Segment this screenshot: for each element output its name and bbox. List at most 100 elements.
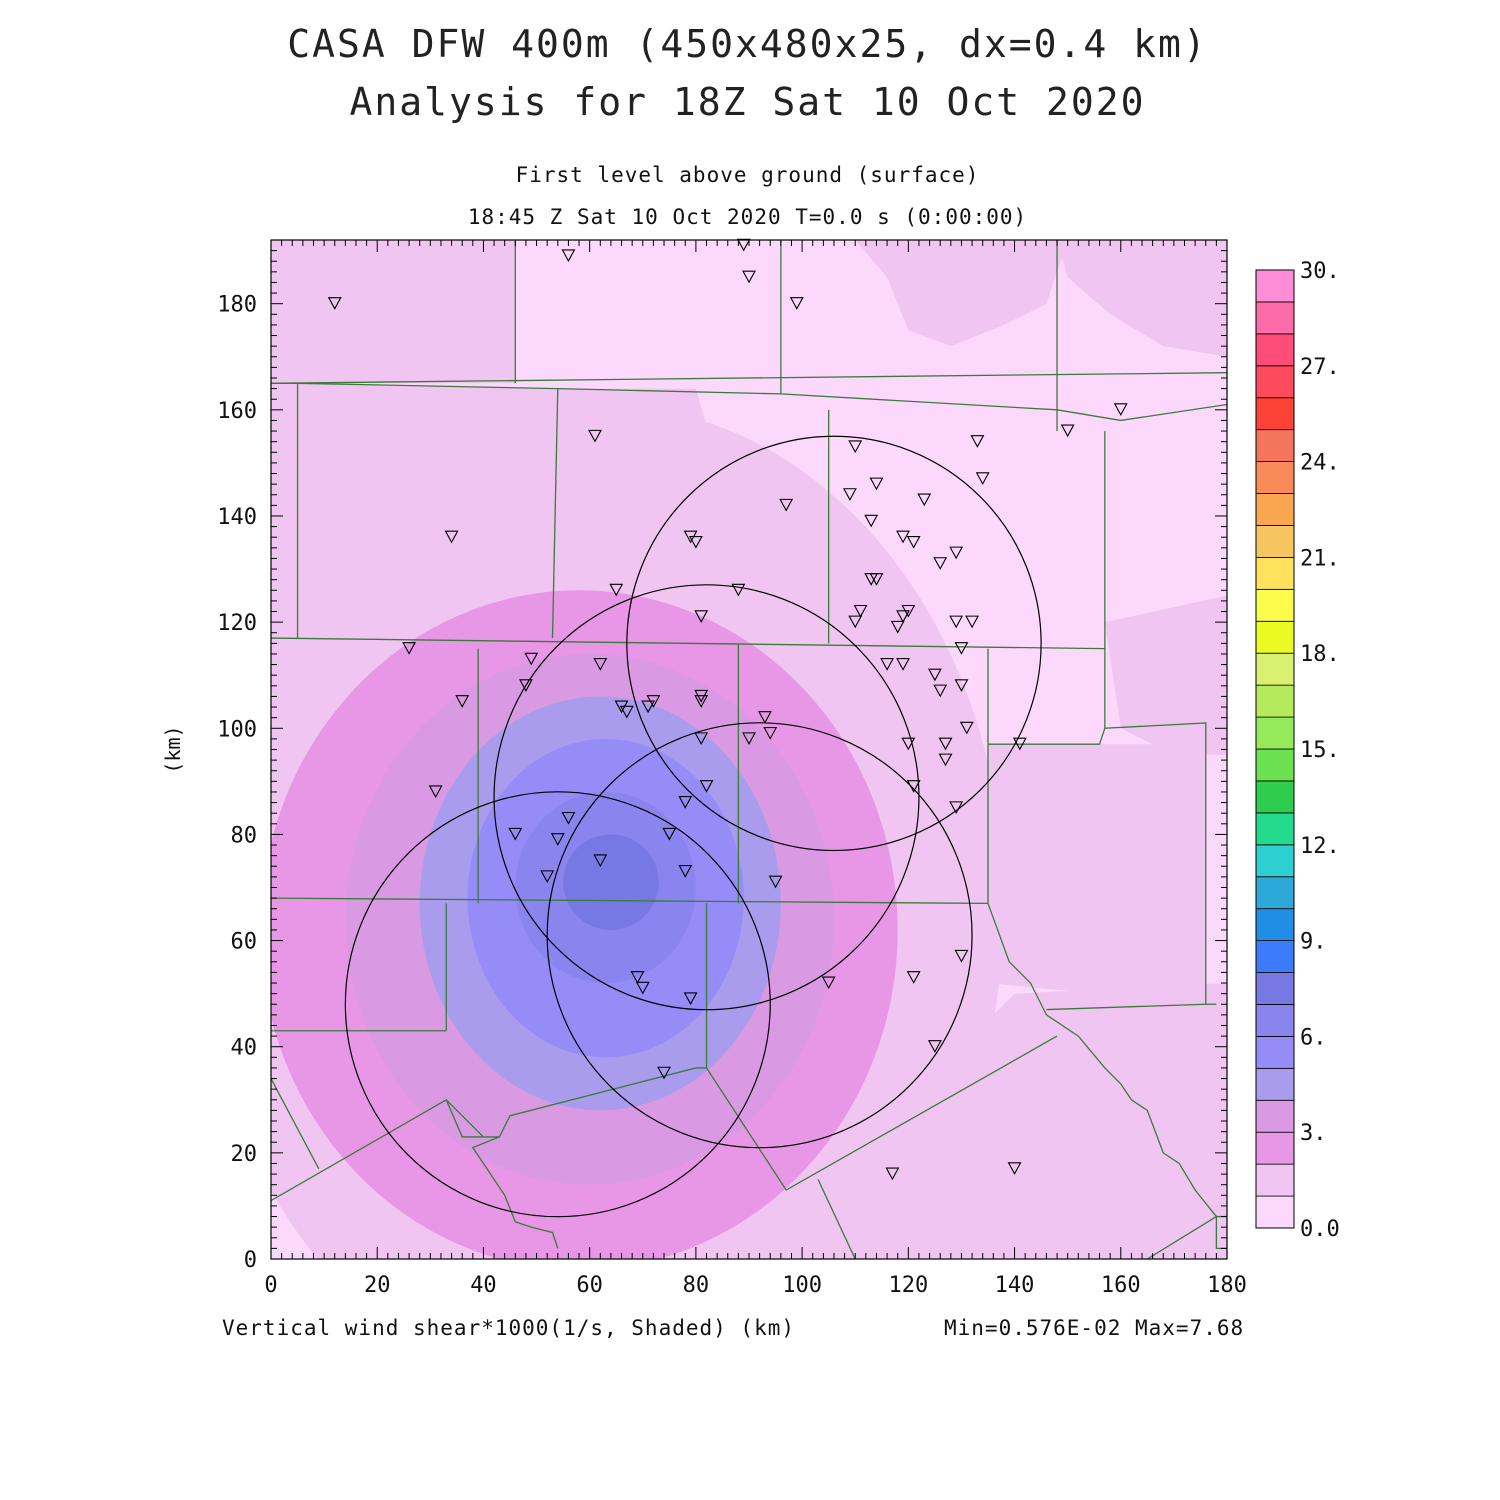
station-marker bbox=[949, 546, 964, 560]
x-tick-label: 100 bbox=[782, 1273, 822, 1298]
colorbar-swatch bbox=[1255, 1004, 1295, 1037]
station-marker bbox=[736, 238, 751, 252]
station-marker bbox=[699, 780, 714, 793]
colorbar-swatch bbox=[1255, 429, 1295, 462]
station-marker bbox=[927, 668, 942, 682]
y-tick-label: 100 bbox=[217, 717, 257, 742]
station-marker bbox=[949, 801, 964, 815]
colorbar-swatch bbox=[1255, 1195, 1295, 1229]
colorbar-swatch bbox=[1255, 812, 1295, 846]
time-subtitle: 18:45 Z Sat 10 Oct 2020 T=0.0 s (0:00:00… bbox=[467, 205, 1028, 229]
county-boundary bbox=[551, 388, 559, 639]
colorbar-swatch bbox=[1255, 748, 1295, 782]
station-marker bbox=[890, 620, 905, 634]
station-marker bbox=[779, 498, 794, 512]
station-marker bbox=[455, 695, 470, 708]
station-marker bbox=[428, 785, 443, 799]
station-marker bbox=[821, 976, 836, 990]
station-marker bbox=[402, 642, 417, 655]
county-boundary bbox=[271, 372, 1227, 384]
station-marker bbox=[954, 949, 969, 963]
colorbar-swatch bbox=[1255, 780, 1295, 814]
county-boundary bbox=[271, 1035, 1058, 1202]
colorbar-label: 3. bbox=[1300, 1121, 1327, 1146]
y-tick-label: 160 bbox=[217, 399, 257, 424]
station-marker bbox=[694, 610, 709, 623]
station-marker bbox=[588, 429, 602, 443]
colorbar-swatch bbox=[1255, 1163, 1295, 1197]
station-marker bbox=[975, 472, 990, 485]
colorbar-swatch bbox=[1255, 365, 1295, 399]
colorbar-swatch bbox=[1255, 940, 1295, 973]
station-marker bbox=[327, 297, 342, 310]
station-marker bbox=[550, 833, 565, 846]
shear-patch-3 bbox=[1057, 240, 1227, 357]
shear-band-7 bbox=[563, 834, 659, 930]
station-marker bbox=[742, 270, 756, 284]
station-marker bbox=[869, 477, 884, 491]
y-tick-label: 60 bbox=[231, 930, 258, 955]
station-marker bbox=[1060, 424, 1075, 438]
station-marker bbox=[959, 721, 974, 735]
station-marker bbox=[683, 992, 698, 1006]
station-marker bbox=[662, 827, 677, 841]
map-title-line2: Analysis for 18Z Sat 10 Oct 2020 bbox=[349, 80, 1146, 124]
colorbar-swatch bbox=[1255, 493, 1295, 526]
colorbar-label: 12. bbox=[1300, 834, 1340, 859]
shear-patch-6 bbox=[855, 983, 1227, 1259]
colorbar-label: 27. bbox=[1300, 355, 1340, 380]
y-tick-label: 180 bbox=[217, 293, 257, 318]
y-tick-label: 0 bbox=[244, 1248, 257, 1273]
radar-range-ring bbox=[546, 722, 973, 1149]
y-axis-label: (km) bbox=[161, 725, 185, 773]
station-marker bbox=[635, 981, 650, 995]
x-tick-label: 140 bbox=[995, 1273, 1035, 1298]
colorbar-swatch bbox=[1255, 972, 1295, 1005]
station-marker bbox=[758, 711, 772, 724]
x-tick-label: 180 bbox=[1207, 1273, 1247, 1298]
station-marker bbox=[927, 1040, 942, 1053]
station-marker bbox=[938, 753, 953, 767]
level-subtitle: First level above ground (surface) bbox=[515, 163, 980, 187]
station-marker bbox=[954, 679, 969, 692]
colorbar-swatch bbox=[1255, 652, 1295, 686]
x-tick-label: 20 bbox=[364, 1273, 391, 1298]
colorbar-label: 9. bbox=[1300, 930, 1327, 955]
county-boundary bbox=[471, 1136, 559, 1249]
station-marker bbox=[954, 642, 969, 655]
map-title-line1: CASA DFW 400m (450x480x25, dx=0.4 km) bbox=[287, 22, 1208, 66]
station-marker bbox=[609, 583, 624, 597]
colorbar-swatch bbox=[1255, 1131, 1295, 1165]
county-boundary bbox=[988, 722, 1217, 1005]
shear-patch-0 bbox=[271, 240, 516, 384]
station-marker bbox=[593, 854, 608, 868]
station-marker bbox=[906, 971, 921, 984]
colorbar-label: 18. bbox=[1300, 642, 1340, 667]
colorbar-swatch bbox=[1255, 1036, 1295, 1069]
station-marker bbox=[938, 737, 953, 751]
county-boundary bbox=[271, 637, 1105, 650]
station-marker bbox=[885, 1167, 900, 1181]
shear-patch-4 bbox=[1104, 595, 1227, 755]
station-marker bbox=[848, 440, 863, 454]
station-marker bbox=[880, 658, 895, 671]
x-tick-label: 160 bbox=[1101, 1273, 1141, 1298]
y-tick-label: 20 bbox=[231, 1142, 258, 1167]
x-tick-label: 80 bbox=[683, 1273, 710, 1298]
station-marker bbox=[949, 615, 964, 629]
radar-range-ring bbox=[493, 584, 920, 1011]
radar-range-ring bbox=[626, 435, 1042, 852]
county-boundary bbox=[987, 903, 1227, 1218]
station-marker bbox=[864, 514, 879, 528]
station-marker bbox=[768, 875, 783, 889]
station-marker bbox=[593, 658, 608, 671]
y-tick-label: 140 bbox=[217, 505, 257, 530]
station-marker bbox=[678, 796, 693, 809]
colorbar-swatch bbox=[1255, 1099, 1295, 1133]
colorbar-swatch bbox=[1255, 525, 1295, 558]
colorbar-label: 21. bbox=[1300, 546, 1340, 571]
station-marker bbox=[965, 615, 979, 629]
x-tick-label: 40 bbox=[470, 1273, 497, 1298]
y-tick-label: 120 bbox=[217, 611, 257, 636]
